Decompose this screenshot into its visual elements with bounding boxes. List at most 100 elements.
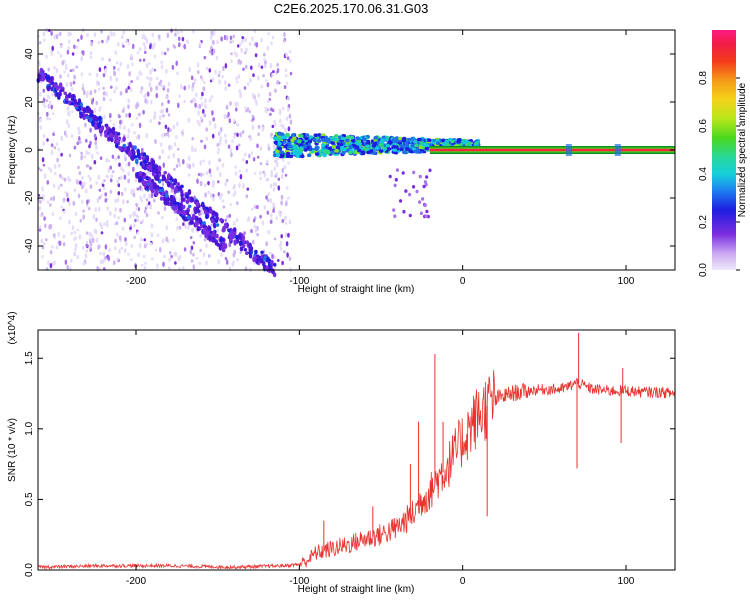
heatmap-noise-cell — [273, 237, 277, 241]
heatmap-noise-cell — [236, 80, 239, 84]
heatmap-noise-cell — [270, 107, 273, 112]
heatmap-noise-cell — [253, 172, 257, 175]
heatmap-noise-cell — [85, 243, 88, 248]
heatmap-noise-cell — [39, 92, 42, 97]
heatmap-noise-cell — [126, 134, 130, 140]
heatmap-noise-cell — [79, 180, 82, 185]
heatmap-noise-cell — [256, 155, 260, 159]
heatmap-track-cell — [199, 224, 204, 229]
heatmap-noise-cell — [125, 88, 128, 94]
heatmap-track-cell — [185, 194, 189, 199]
heatmap-track-cell — [46, 85, 51, 92]
heatmap-noise-cell — [103, 222, 106, 226]
heatmap-noise-cell — [148, 77, 151, 81]
heatmap-track-cell — [176, 210, 180, 215]
heatmap-noise-cell — [103, 179, 106, 183]
heatmap-noise-cell — [130, 258, 133, 262]
heatmap-track-cell — [227, 228, 231, 232]
heatmap-noise-cell — [83, 155, 86, 159]
heatmap-band-cell — [405, 147, 410, 151]
heatmap-noise-cell — [100, 231, 104, 235]
colorbar-tick-label: 0.8 — [698, 71, 709, 85]
heatmap-noise-cell — [154, 139, 157, 144]
heatmap-track-cell — [158, 188, 163, 193]
heatmap-noise-cell — [199, 160, 203, 166]
heatmap-band-cell — [401, 138, 406, 143]
heatmap-noise-cell — [86, 33, 89, 38]
heatmap-noise-cell — [153, 111, 157, 116]
colorbar-tick-label: 0.6 — [698, 119, 709, 133]
heatmap-track-cell — [70, 102, 75, 106]
heatmap-noise-cell — [117, 155, 120, 160]
heatmap-noise-cell — [102, 267, 106, 271]
heatmap-noise-cell — [102, 252, 105, 257]
heatmap-noise-cell — [104, 68, 107, 74]
heatmap-noise-cell — [191, 87, 194, 92]
heatmap-noise-cell — [260, 65, 264, 69]
heatmap-noise-cell — [191, 147, 194, 153]
heatmap-noise-cell — [238, 182, 241, 188]
heatmap-noise-cell — [123, 217, 127, 223]
heatmap-noise-cell — [266, 82, 270, 88]
heatmap-noise-cell — [158, 155, 161, 160]
heatmap-noise-cell — [59, 74, 62, 79]
heatmap-noise-cell — [203, 144, 207, 150]
heatmap-noise-cell — [68, 219, 71, 225]
heatmap-noise-cell — [286, 252, 289, 258]
snr-x-tick-label: 100 — [618, 576, 635, 587]
heatmap-noise-cell — [255, 101, 258, 106]
heatmap-noise-cell — [243, 51, 247, 55]
heatmap-noise-cell — [252, 73, 255, 78]
heatmap-band-cell — [314, 152, 320, 156]
heatmap-noise-cell — [166, 47, 170, 52]
heatmap-noise-cell — [91, 237, 95, 243]
heatmap-noise-cell — [193, 97, 196, 103]
heatmap-noise-cell — [150, 76, 153, 82]
heatmap-x-axis-label: Height of straight line (km) — [298, 284, 415, 295]
heatmap-track-cell — [156, 175, 160, 182]
heatmap-noise-cell — [218, 130, 222, 135]
heatmap-track-cell — [148, 167, 152, 172]
heatmap-band-cell — [399, 144, 404, 148]
heatmap-noise-cell — [49, 203, 52, 207]
heatmap-noise-cell — [266, 159, 269, 165]
heatmap-noise-cell — [88, 207, 91, 211]
heatmap-noise-cell — [66, 197, 70, 202]
heatmap-noise-cell — [93, 160, 97, 165]
heatmap-noise-cell — [106, 220, 109, 223]
heatmap-noise-cell — [188, 164, 191, 169]
heatmap-band-cell — [287, 142, 292, 146]
heatmap-noise-cell — [287, 232, 290, 238]
heatmap-noise-cell — [194, 148, 197, 153]
heatmap-noise-cell — [188, 67, 191, 73]
heatmap-noise-cell — [147, 201, 151, 206]
heatmap-noise-cell — [89, 166, 92, 170]
heatmap-noise-cell — [259, 171, 262, 176]
heatmap-noise-cell — [167, 155, 170, 160]
heatmap-noise-cell — [233, 51, 237, 56]
heatmap-noise-cell — [259, 214, 262, 219]
heatmap-noise-cell — [46, 111, 49, 117]
heatmap-track-cell — [195, 206, 199, 212]
heatmap-band-cell — [273, 140, 278, 145]
heatmap-track-cell — [42, 72, 46, 79]
heatmap-noise-cell — [113, 71, 117, 77]
heatmap-track-cell — [122, 143, 127, 148]
heatmap-noise-cell — [120, 35, 124, 39]
heatmap-noise-cell — [225, 178, 229, 183]
heatmap-noise-cell — [168, 128, 172, 132]
heatmap-noise-cell — [229, 148, 233, 153]
heatmap-noise-cell — [280, 194, 284, 200]
heatmap-noise-cell — [262, 170, 265, 174]
heatmap-noise-cell — [127, 86, 130, 90]
heatmap-noise-cell — [260, 38, 263, 43]
heatmap-track-cell — [216, 242, 221, 247]
heatmap-band-cell — [360, 150, 366, 154]
heatmap-noise-cell — [161, 51, 164, 56]
heatmap-noise-cell — [81, 245, 85, 250]
heatmap-track-cell — [207, 225, 211, 231]
heatmap-noise-cell — [200, 75, 203, 79]
heatmap-noise-cell — [173, 251, 177, 257]
heatmap-track-cell — [122, 136, 126, 142]
heatmap-noise-cell — [145, 198, 149, 202]
